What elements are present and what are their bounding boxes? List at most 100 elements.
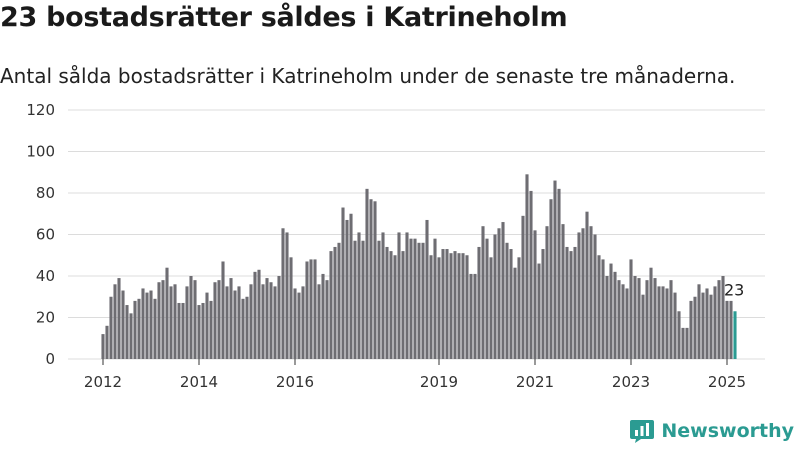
chart-subtitle: Antal sålda bostadsrätter i Katrineholm … bbox=[0, 64, 736, 88]
bar bbox=[649, 267, 653, 359]
bar bbox=[525, 174, 529, 359]
bar bbox=[457, 253, 461, 359]
bar bbox=[385, 246, 389, 359]
bar bbox=[701, 292, 705, 359]
bar bbox=[201, 302, 205, 359]
bar bbox=[285, 232, 289, 359]
bar bbox=[269, 282, 273, 359]
bar bbox=[497, 228, 501, 359]
bar bbox=[405, 232, 409, 359]
bar bbox=[377, 240, 381, 359]
newsworthy-logo-icon bbox=[630, 420, 655, 443]
bar bbox=[249, 284, 253, 359]
bar bbox=[169, 286, 173, 360]
bar bbox=[477, 246, 481, 359]
bar bbox=[105, 325, 109, 359]
highlighted-bar bbox=[733, 311, 737, 359]
y-tick-label: 80 bbox=[36, 184, 55, 202]
bar bbox=[233, 290, 237, 359]
bar bbox=[333, 246, 337, 359]
bar bbox=[545, 226, 549, 359]
bar bbox=[697, 284, 701, 359]
bar bbox=[593, 234, 597, 359]
bar bbox=[641, 294, 645, 359]
bar bbox=[713, 286, 717, 360]
x-tick-label: 2014 bbox=[180, 373, 218, 391]
bar bbox=[473, 273, 477, 359]
bar bbox=[229, 278, 233, 359]
bar bbox=[181, 302, 185, 359]
bar bbox=[489, 257, 493, 359]
bar bbox=[509, 249, 513, 359]
bar bbox=[465, 255, 469, 359]
bar bbox=[637, 278, 641, 359]
bar bbox=[321, 273, 325, 359]
highlight-value-label: 23 bbox=[724, 280, 744, 299]
bar bbox=[209, 300, 213, 359]
bars bbox=[101, 174, 737, 360]
bar bbox=[293, 288, 297, 359]
x-axis-ticks: 2012 2014 2016 2019 2021 2023 2025 bbox=[84, 359, 746, 391]
bar bbox=[673, 292, 677, 359]
bar bbox=[389, 251, 393, 359]
bar bbox=[329, 251, 333, 359]
bar bbox=[257, 269, 261, 359]
bar bbox=[157, 282, 161, 359]
bar bbox=[357, 232, 361, 359]
bar bbox=[513, 267, 517, 359]
bar bbox=[469, 273, 473, 359]
bar bbox=[369, 199, 373, 359]
bar bbox=[565, 246, 569, 359]
bar bbox=[597, 255, 601, 359]
bar bbox=[549, 199, 553, 359]
bar bbox=[265, 278, 269, 359]
bar bbox=[561, 224, 565, 360]
bar bbox=[605, 276, 609, 359]
bar bbox=[173, 284, 177, 359]
bar bbox=[113, 284, 117, 359]
y-tick-label: 20 bbox=[36, 309, 55, 327]
bar bbox=[121, 290, 125, 359]
bar bbox=[337, 242, 341, 359]
bar bbox=[521, 215, 525, 359]
bar bbox=[317, 284, 321, 359]
y-tick-label: 0 bbox=[45, 350, 55, 368]
bar bbox=[585, 211, 589, 359]
bar bbox=[581, 228, 585, 359]
bar bbox=[277, 276, 281, 359]
bar bbox=[129, 313, 133, 359]
bar bbox=[349, 213, 353, 359]
bar bbox=[609, 263, 613, 359]
bar bbox=[177, 302, 181, 359]
bar bbox=[109, 296, 113, 359]
bar bbox=[365, 188, 369, 359]
bar bbox=[541, 249, 545, 359]
bar bbox=[729, 300, 733, 359]
bar bbox=[137, 298, 141, 359]
bar bbox=[461, 253, 465, 359]
x-tick-label: 2021 bbox=[516, 373, 554, 391]
bar bbox=[401, 251, 405, 359]
y-tick-label: 60 bbox=[36, 226, 55, 244]
bar bbox=[421, 242, 425, 359]
bar bbox=[145, 292, 149, 359]
bar bbox=[709, 294, 713, 359]
bar bbox=[661, 286, 665, 360]
bar bbox=[653, 278, 657, 359]
bar bbox=[305, 261, 309, 359]
bar bbox=[689, 300, 693, 359]
bar bbox=[721, 276, 725, 359]
bar bbox=[245, 296, 249, 359]
bar bbox=[397, 232, 401, 359]
bar bbox=[485, 238, 489, 359]
x-tick-label: 2023 bbox=[612, 373, 650, 391]
bar bbox=[693, 296, 697, 359]
bar bbox=[493, 234, 497, 359]
bar bbox=[441, 249, 445, 359]
y-tick-label: 120 bbox=[26, 101, 55, 119]
bar bbox=[417, 242, 421, 359]
bar bbox=[633, 276, 637, 359]
bar bbox=[193, 280, 197, 359]
bar bbox=[301, 286, 305, 360]
bar bbox=[341, 207, 345, 359]
